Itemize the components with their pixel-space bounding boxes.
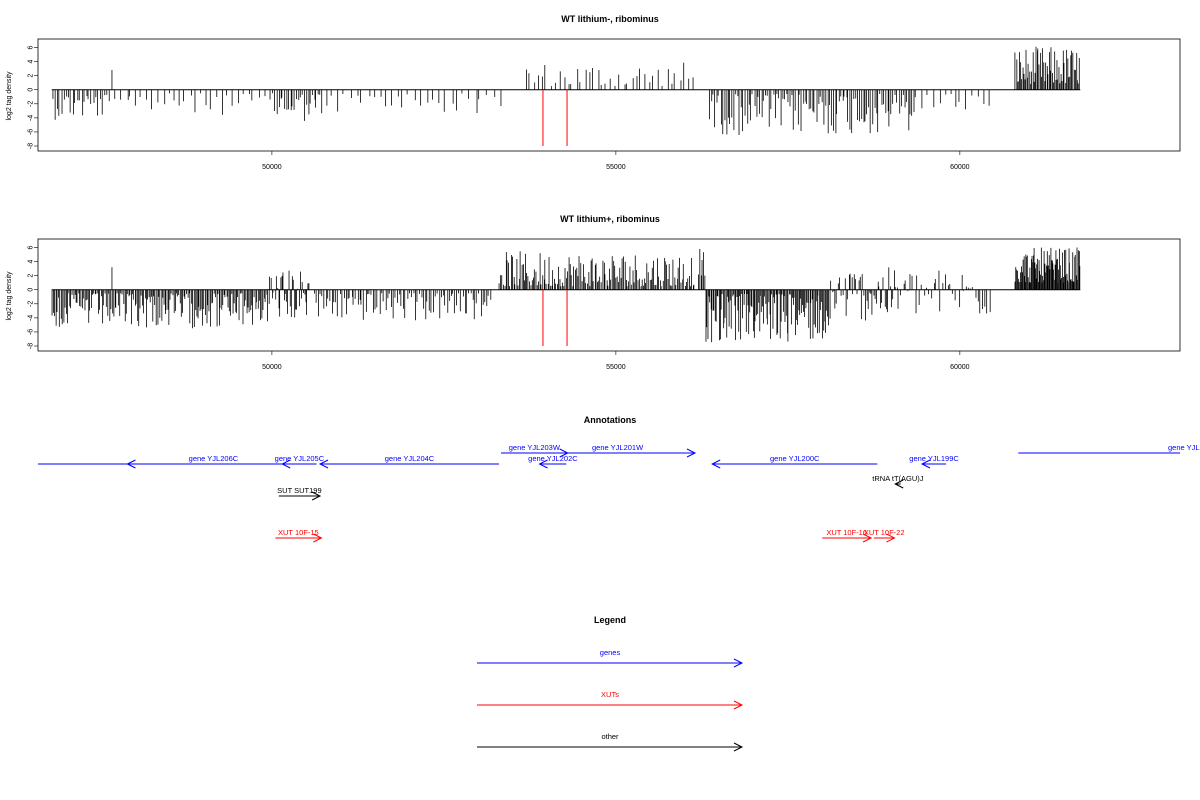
feature-label: gene YJL205C [275,454,325,463]
legend-label: genes [600,648,621,657]
feature-label: gene YJL206C [189,454,239,463]
feature-arrowhead [313,533,323,543]
y-tick-label: -8 [28,143,35,149]
x-tick-label: 60000 [950,364,970,371]
legend-label: XUTs [601,690,619,699]
annotation-feature: gene YJL200C [711,454,878,469]
feature-arrowhead [894,479,904,489]
feature-label: gene YJL202C [528,454,578,463]
feature-label: tRNA tT(AGU)J [872,474,924,483]
legend-arrowhead [733,700,744,710]
annotation-feature: gene YJL205C [275,454,325,469]
y-tick-label: -8 [28,343,35,349]
annotation-feature: XUT 10F-15 [275,528,323,543]
feature-label: gene YJL203W [509,443,561,452]
annotations-panel: Annotations gene YJL206C gene YJL205C gene… [38,415,1200,543]
x-tick-label: 50000 [262,164,282,171]
feature-arrowhead [311,491,322,501]
annotation-feature: XUT 10F-16 [822,528,873,543]
feature-arrowhead [538,459,548,469]
y-tick-label: 2 [28,74,35,78]
annotations-title: Annotations [584,415,637,425]
legend-arrowhead [733,658,744,668]
legend-item: other [477,732,744,752]
bars [51,247,1081,346]
x-axis: 50000 55000 60000 [262,351,970,371]
y-tick-label: 0 [28,288,35,292]
y-axis: 6 4 2 0 -2 -4 -6 -8 [28,245,38,349]
feature-arrowhead [281,459,291,469]
y-tick-label: -6 [28,129,35,135]
annotation-feature: gene YJL201W [540,443,697,458]
y-tick-label: -2 [28,301,35,307]
y-axis: 6 4 2 0 -2 -4 -6 -8 [27,45,38,149]
legend-title: Legend [594,615,626,625]
feature-label: XUT 10F-22 [864,528,905,537]
x-tick-label: 50000 [262,364,282,371]
track-title: WT lithium+, ribominus [560,214,660,224]
feature-arrowhead [862,533,873,543]
annotation-feature: gene YJL202C [528,454,578,469]
y-tick-label: -2 [28,101,35,107]
track-title: WT lithium-, ribominus [561,14,659,24]
feature-label: gene YJL204C [385,454,435,463]
x-axis: 50000 55000 60000 [262,151,970,171]
y-tick-label: 6 [28,245,35,249]
feature-arrowhead [886,533,896,543]
y-tick-label: 6 [28,45,35,49]
annotation-feature: XUT 10F-22 [864,528,905,543]
feature-label: XUT 10F-15 [278,528,319,537]
legend-label: other [601,732,619,741]
y-tick-label: -6 [28,329,35,335]
x-tick-label: 60000 [950,164,970,171]
legend-arrowhead [733,742,744,752]
feature-arrowhead [126,459,136,469]
annotation-feature: SUT SUT199 [277,486,322,501]
feature-label: gene YJL [1168,443,1200,452]
bars [51,46,1081,146]
annotation-feature: gene YJL206C [126,454,300,469]
feature-arrowhead [318,459,329,469]
feature-label: gene YJL200C [770,454,820,463]
annotation-feature: gene YJL [1018,443,1200,454]
feature-label: XUT 10F-16 [826,528,867,537]
y-tick-label: 4 [28,260,35,264]
y-axis-label: log2 tag density [6,71,13,121]
annotation-feature: tRNA tT(AGU)J [872,474,924,489]
x-tick-label: 55000 [606,164,626,171]
legend-panel: Legend genes XUTs other [477,615,744,752]
x-tick-label: 55000 [606,364,626,371]
y-tick-label: 4 [27,60,34,64]
track-panel-lithium-plus: WT lithium+, ribominus log2 tag density … [6,214,1181,371]
feature-arrowhead [920,459,931,469]
track-panel-lithium-minus: WT lithium-, ribominus log2 tag density … [6,14,1181,171]
feature-label: SUT SUT199 [277,486,321,495]
feature-label: gene YJL199C [909,454,959,463]
feature-label: gene YJL201W [592,443,644,452]
y-tick-label: -4 [28,315,35,321]
y-tick-label: 2 [28,274,35,278]
y-tick-label: 0 [28,88,35,92]
annotation-feature: gene YJL204C [318,454,499,469]
plot-frame [37,38,1181,152]
legend-item: genes [477,648,744,668]
plot-frame [37,238,1181,352]
annotation-feature: gene YJL199C [909,454,959,469]
legend-item: XUTs [477,690,744,710]
feature-arrowhead [711,459,721,469]
feature-arrowhead [686,448,697,458]
y-tick-label: -4 [28,115,35,121]
y-axis-label: log2 tag density [6,271,13,321]
